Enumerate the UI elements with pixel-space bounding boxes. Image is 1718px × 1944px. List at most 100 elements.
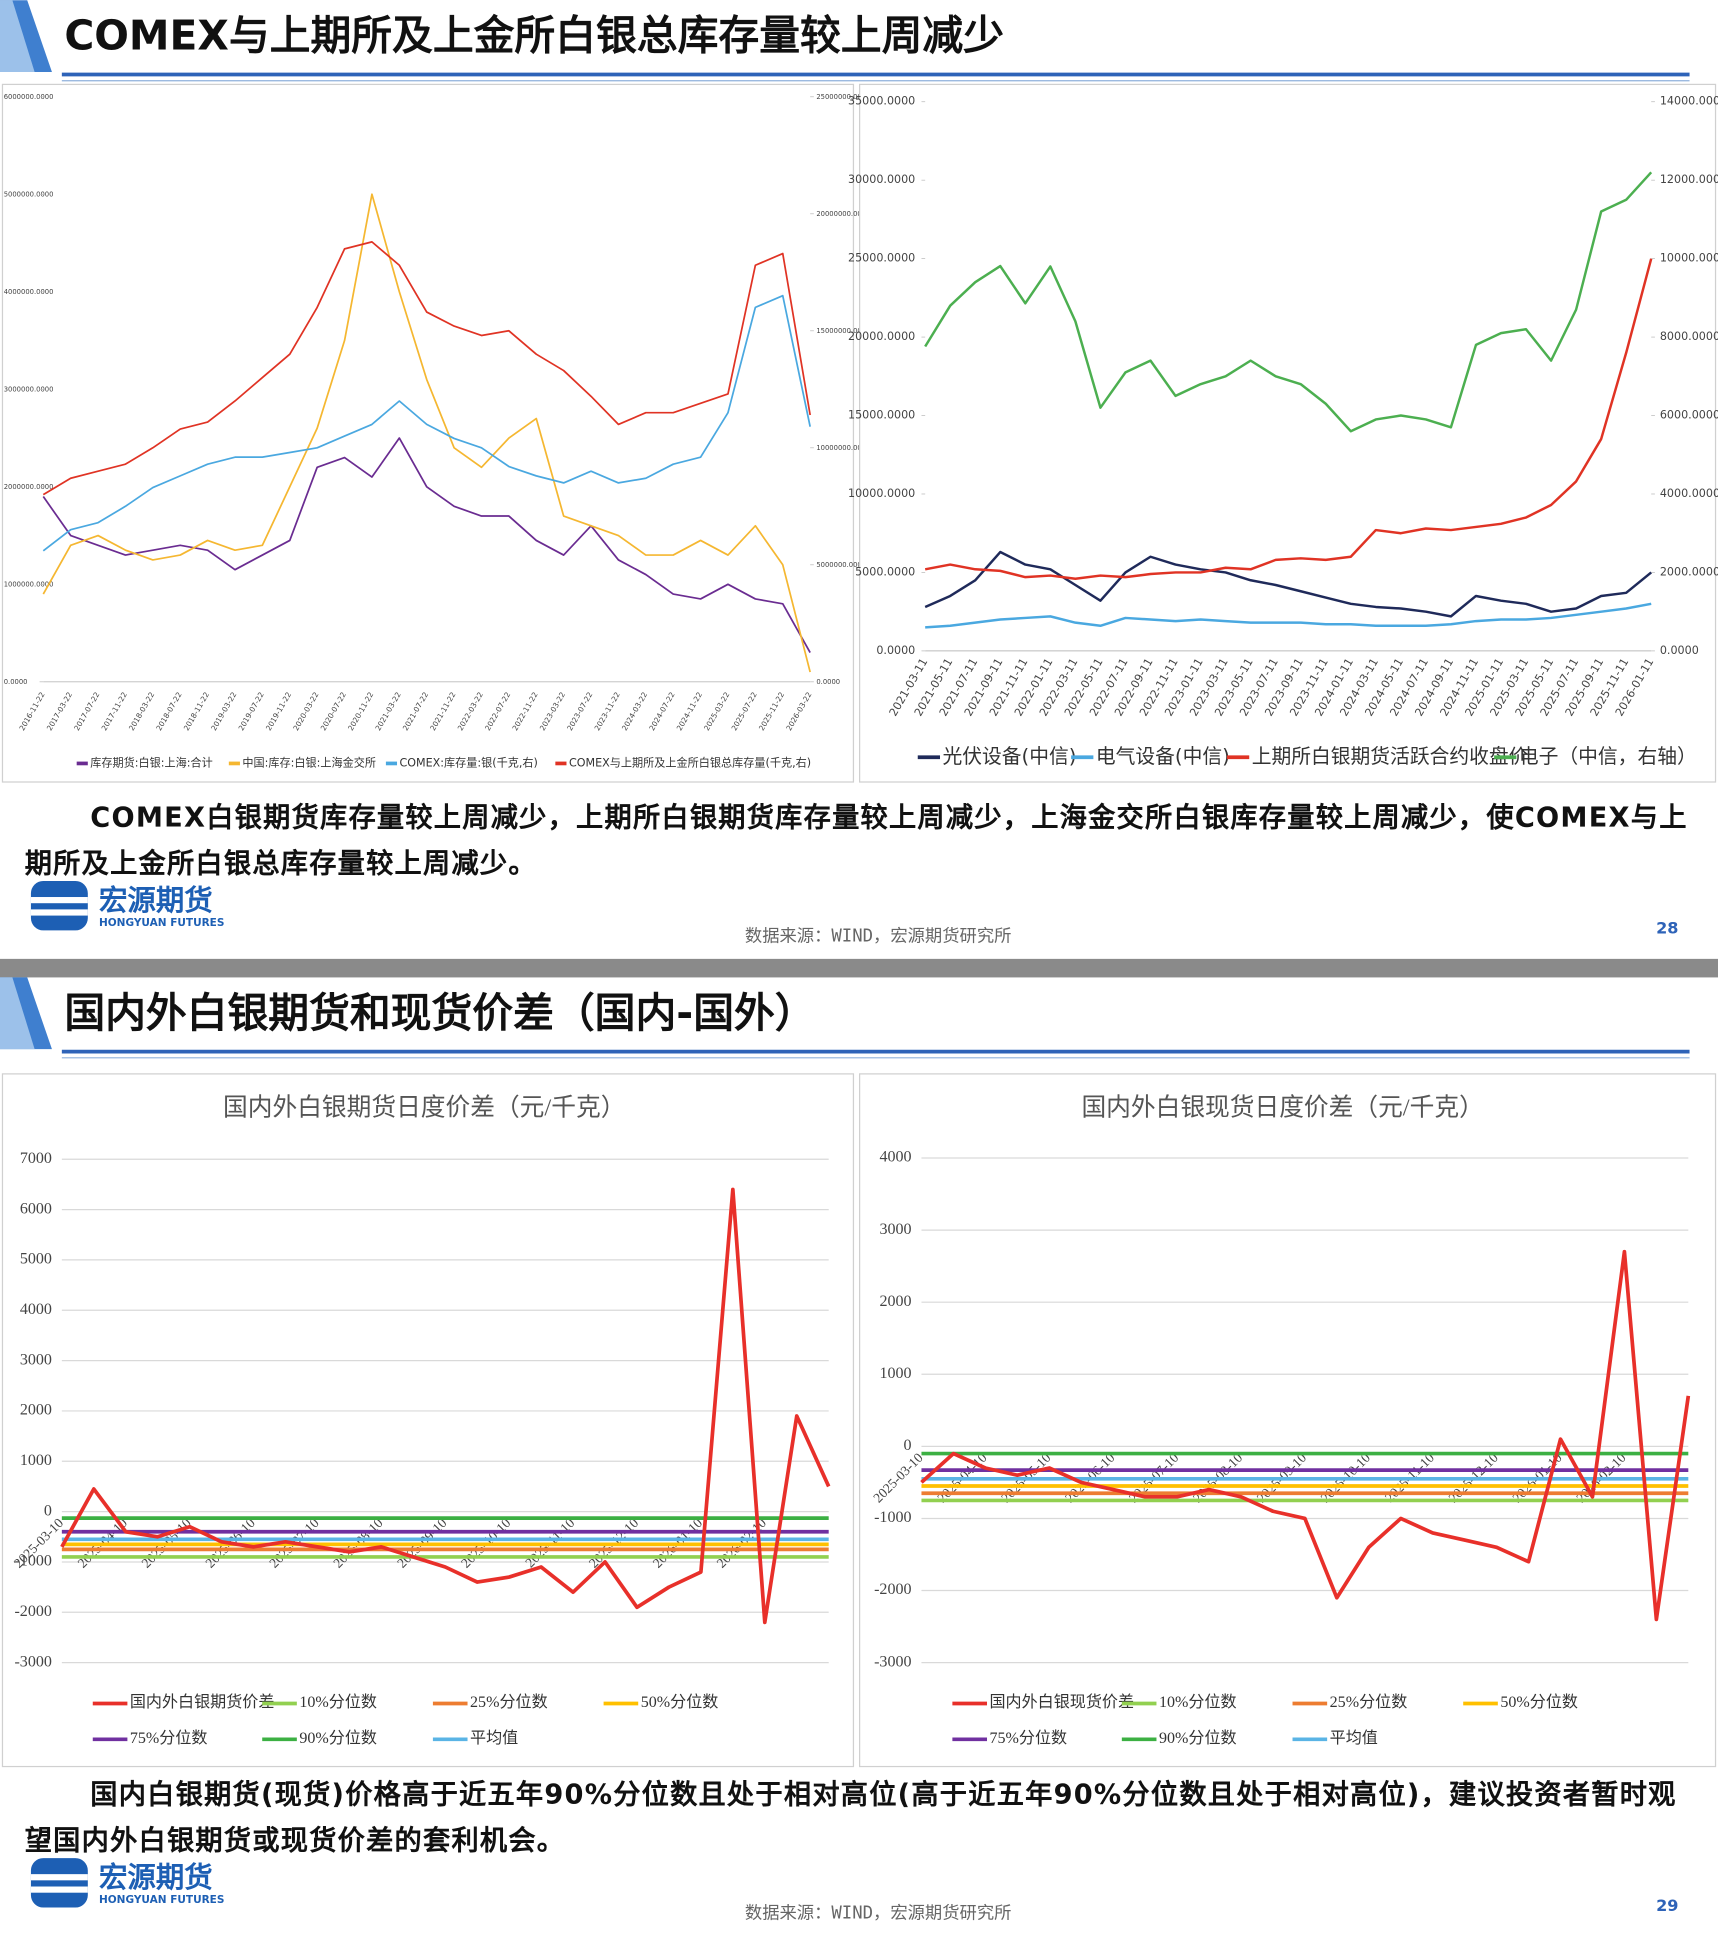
logo-icon: [30, 1858, 88, 1908]
chart-panel: [859, 1073, 1717, 1768]
slide-title: 国内外白银期货和现货价差（国内-国外）: [64, 989, 815, 1037]
legend-label: COMEX与上期所及上金所白银总库存量(千克,右): [569, 755, 811, 769]
chart-panel: [1, 1073, 855, 1768]
y-tick-label: 1000: [879, 1365, 911, 1382]
y-tick-label: 10000.0000: [848, 487, 915, 500]
logo-name: 宏源期货: [99, 884, 213, 917]
y2-tick-label: 6000.0000: [1660, 409, 1718, 422]
y-tick-label: 3000: [879, 1221, 911, 1238]
y-tick-label: 0.0000: [876, 644, 915, 657]
legend-label: 平均值: [1330, 1729, 1378, 1747]
legend-label: 50%分位数: [1500, 1693, 1578, 1711]
slide-separator: [0, 958, 1718, 978]
y2-tick-label: 10000000.0000: [816, 444, 870, 452]
y-tick-label: 1000000.0000: [4, 580, 54, 588]
y-tick-label: 6000000.0000: [4, 93, 54, 101]
series-line: [924, 171, 1653, 433]
y-tick-label: 5000: [20, 1251, 52, 1268]
y-tick-label: 7000: [20, 1150, 52, 1167]
legend-label: 90%分位数: [299, 1729, 377, 1747]
paragraph-box: COMEX白银期货库存量较上周减少，上期所白银期货库存量较上周减少，上海金交所白…: [24, 803, 1688, 880]
legend-label: 25%分位数: [1330, 1693, 1408, 1711]
y-tick-label: -1000: [14, 1553, 51, 1570]
logo-english: HONGYUAN FUTURES: [99, 917, 224, 929]
y-tick-label: 0: [904, 1437, 912, 1454]
y2-tick-label: 4000.0000: [1660, 487, 1718, 500]
paragraph: COMEX白银期货库存量较上周减少，上期所白银期货库存量较上周减少，上海金交所白…: [24, 803, 1688, 880]
y-tick-label: 2000000.0000: [4, 483, 54, 491]
logo-icon-stripe: [30, 1886, 88, 1893]
legend-label: 电子（中信，右轴）: [1519, 745, 1697, 768]
chart-title: 国内外白银现货日度价差（元/千克）: [1081, 1093, 1483, 1121]
series-line: [60, 1187, 831, 1625]
legend-label: 国内外白银现货价差: [989, 1693, 1134, 1711]
y2-tick-label: 0.0000: [816, 678, 840, 686]
chart-panel: [859, 83, 1717, 783]
legend-label: 75%分位数: [130, 1729, 208, 1747]
y-tick-label: 25000.0000: [848, 252, 915, 265]
y-tick-label: -1000: [874, 1509, 911, 1526]
y-tick-label: 5000.0000: [855, 565, 915, 578]
y2-tick-label: 5000000.0000: [816, 561, 866, 569]
y-tick-label: 3000: [20, 1351, 52, 1368]
y-tick-label: 4000: [20, 1301, 52, 1318]
series-line: [920, 1249, 1691, 1622]
legend-label: 库存期货:白银:上海:合计: [90, 755, 212, 769]
series-line: [925, 602, 1652, 629]
source-note: 数据来源：WIND，宏源期货研究所: [745, 1904, 1012, 1924]
y2-tick-label: 20000000.0000: [816, 210, 870, 218]
page-number: 28: [1656, 919, 1678, 938]
logo-icon-stripe: [30, 897, 88, 904]
y-tick-label: 4000: [879, 1149, 911, 1166]
y-tick-label: 5000000.0000: [4, 190, 54, 198]
y-tick-label: 15000.0000: [848, 409, 915, 422]
y2-tick-label: 14000.0000: [1660, 95, 1718, 108]
y-tick-label: 2000: [20, 1402, 52, 1419]
y-tick-label: 1000: [20, 1452, 52, 1469]
legend-label: 10%分位数: [299, 1693, 377, 1711]
legend-label: 10%分位数: [1159, 1693, 1237, 1711]
logo-icon-stripe: [30, 909, 88, 916]
paragraph: 国内白银期货(现货)价格高于近五年90%分位数且处于相对高位(高于近五年90%分…: [24, 1780, 1677, 1857]
legend-label: 90%分位数: [1159, 1729, 1237, 1747]
y2-tick-label: 8000.0000: [1660, 330, 1718, 343]
series-line: [924, 550, 1652, 618]
legend-label: 25%分位数: [470, 1693, 548, 1711]
y-tick-label: -3000: [14, 1653, 51, 1670]
y-tick-label: -3000: [874, 1653, 911, 1670]
slide-title: COMEX与上期所及上金所白银总库存量较上周减少: [64, 12, 1004, 60]
chart-panel: [1, 83, 855, 783]
logo-icon-stripe: [30, 1874, 88, 1881]
series-line: [42, 294, 811, 552]
logo-icon: [30, 880, 88, 931]
series-line: [42, 193, 811, 673]
y-tick-label: 30000.0000: [848, 173, 915, 186]
y2-tick-label: 12000.0000: [1660, 173, 1718, 186]
legend-label: 75%分位数: [989, 1729, 1067, 1747]
y-tick-label: 35000.0000: [848, 95, 915, 108]
y-tick-label: 0: [44, 1502, 52, 1519]
y-tick-label: -2000: [14, 1603, 51, 1620]
y-tick-label: 0.0000: [4, 678, 28, 686]
y2-tick-label: 2000.0000: [1660, 565, 1718, 578]
title-accent-light: [0, 0, 35, 73]
series-line: [924, 258, 1653, 580]
series-line: [42, 240, 811, 496]
legend-label: 50%分位数: [641, 1693, 719, 1711]
paragraph-box: 国内白银期货(现货)价格高于近五年90%分位数且处于相对高位(高于近五年90%分…: [24, 1780, 1677, 1857]
y2-tick-label: 10000.0000: [1660, 252, 1718, 265]
logo-english: HONGYUAN FUTURES: [99, 1894, 224, 1906]
series-line: [42, 437, 811, 653]
title-accent-light: [0, 977, 35, 1050]
logo-name: 宏源期货: [99, 1861, 213, 1894]
legend-label: 上期所白银期货活跃合约收盘价: [1252, 745, 1529, 768]
y-tick-label: 2000: [879, 1293, 911, 1310]
legend-label: 光伏设备(中信): [942, 745, 1076, 768]
y-tick-label: 6000: [20, 1200, 52, 1217]
legend-label: COMEX:库存量:银(千克,右): [400, 755, 538, 769]
chart-title: 国内外白银期货日度价差（元/千克）: [223, 1093, 625, 1121]
page-number: 29: [1656, 1896, 1678, 1915]
legend-label: 国内外白银期货价差: [130, 1693, 275, 1711]
y-tick-label: 20000.0000: [848, 330, 915, 343]
y2-tick-label: 25000000.0000: [816, 93, 870, 101]
